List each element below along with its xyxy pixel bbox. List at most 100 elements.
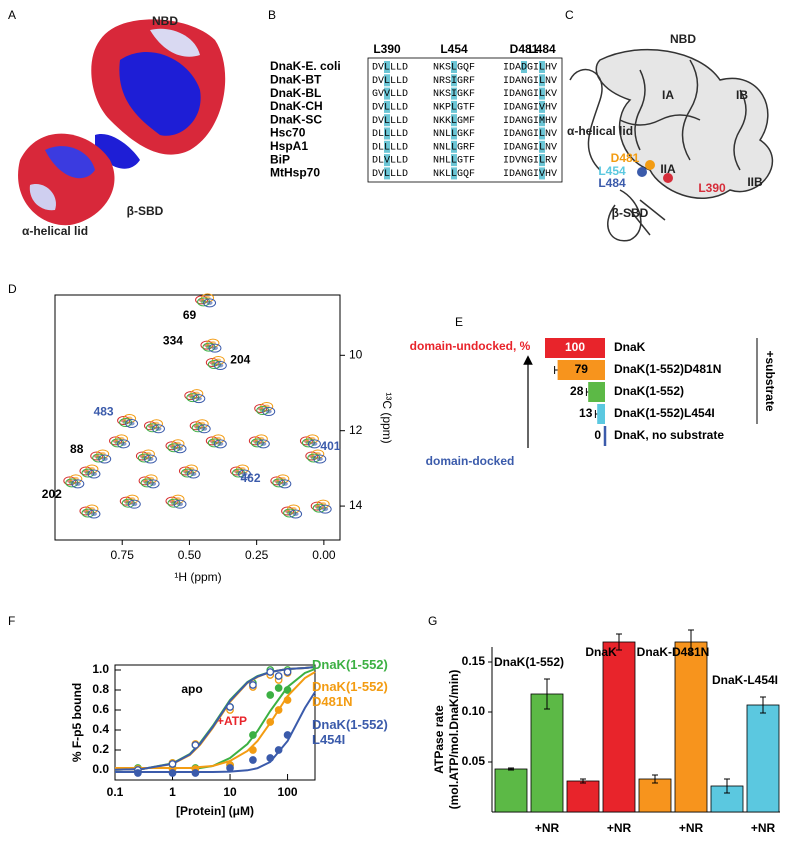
species-name: DnaK-BT [270,72,322,86]
residue-highlight [521,61,527,73]
y-tick-label: 0.8 [92,682,109,696]
panel-label: C [565,8,574,22]
y-tick-label: 14 [349,498,363,512]
atp-point [134,769,142,777]
plot-frame [54,294,341,541]
atp-point [191,769,200,777]
residue-header: L390 [373,42,401,56]
peak-contour-inner [217,363,224,368]
atp-point [266,691,275,699]
group-label: DnaK [585,645,617,659]
species-name: DnaK-SC [270,112,322,126]
panel-label: G [428,614,437,628]
atp-point [283,696,292,704]
x-tick-label: +NR [751,821,776,835]
sequence-segment: DLVLLD [372,156,408,167]
bar [588,382,605,402]
residue-highlight [539,74,545,87]
residue-header: L484 [528,42,556,56]
residue-highlight [539,167,545,180]
sequence-segment: NNLLGRF [433,142,475,153]
residue-highlight [539,154,545,167]
peak-label: 69 [183,308,197,322]
y-axis-label: ATPase rate [432,705,446,774]
atp-point [168,769,177,777]
y-axis-label: (mol.ATP/mol.DnaK/min) [447,670,461,810]
sequence-segment: IDANGIMHV [503,116,557,127]
peak-contour-inner [128,421,135,426]
annotation: +ATP [217,714,247,728]
bar [557,360,605,380]
x-tick-label: +NR [679,821,704,835]
bar [602,641,636,813]
bar [746,704,780,813]
peak-contour-inner [147,456,154,461]
bar [597,404,605,424]
sequence-segment: IDANGIVHV [503,169,557,180]
residue-highlight [451,127,457,140]
peak-contour [213,439,227,449]
peak-contour [256,439,270,449]
category-label: DnaK(1-552) [614,384,684,398]
legend-entry: DnaK(1-552) [312,657,388,672]
legend-entry: DnaK(1-552) L454I [312,717,388,747]
bar [566,780,600,813]
peak-contour [173,444,187,454]
atp-point [274,746,283,754]
category-label: DnaK(1-552)D481N [614,362,721,376]
category-label: DnaK(1-552)L454I [614,406,715,420]
structure-label: L390 [698,181,726,195]
residue-header: D481 [510,42,539,56]
group-label: DnaK-D481N [637,645,710,659]
residue-highlight [451,100,457,113]
bar [638,778,672,813]
residue-highlight [451,74,457,87]
sequence-segment: NKSIGKF [433,89,475,100]
residue-header: L454 [440,42,468,56]
residue-highlight [384,127,390,140]
structure-label: α-helical lid [22,224,88,238]
peak-contour-inner [281,481,288,486]
peak-contour-inner [131,502,138,507]
peak-contour [87,509,101,519]
axis-bottom-label: domain-docked [426,454,515,468]
residue-highlight [451,61,457,73]
structure-label: β-SBD [127,204,164,218]
atp-point [249,756,257,764]
peak-contour-inner [74,481,81,486]
peak-contour [203,298,217,308]
species-name: DnaK-BL [270,86,321,100]
peak-contour [143,454,157,464]
peak-contour-inner [120,441,127,446]
sequence-segment: IDANGILKV [503,89,557,100]
species-name: HspA1 [270,139,308,153]
y-tick-label: 0.0 [92,762,109,776]
bar [530,693,564,813]
atp-point [266,754,275,762]
peak-label: 483 [94,405,114,419]
peak-contour-inner [241,472,248,477]
peak-contour-inner [90,511,97,516]
peak-contour [151,424,165,434]
peak-contour-inner [176,446,183,451]
sequence-segment: IDANGILNV [503,129,557,140]
sequence-segment: NKPLGTF [433,103,475,114]
peak-contour [238,469,252,479]
residue-highlight [384,114,390,127]
residue-highlight [384,61,390,73]
group-label: DnaK-L454I [712,673,778,687]
sequence-segment: DLLLLD [372,129,408,140]
peak-contour [125,419,139,429]
y-tick-label: 1.0 [92,662,109,676]
bar [545,338,605,358]
y-tick-label: 0.15 [462,654,486,668]
atp-point [274,706,283,714]
peak-contour [98,454,112,464]
value-label: 0 [594,428,601,442]
structure-label: IIB [747,175,763,189]
sequence-segment: DVLLLD [372,103,408,114]
sequence-segment: IDANGIVHV [503,103,557,114]
peak-contour [318,504,332,514]
x-tick-label: +NR [535,821,560,835]
peak-contour [289,509,303,519]
